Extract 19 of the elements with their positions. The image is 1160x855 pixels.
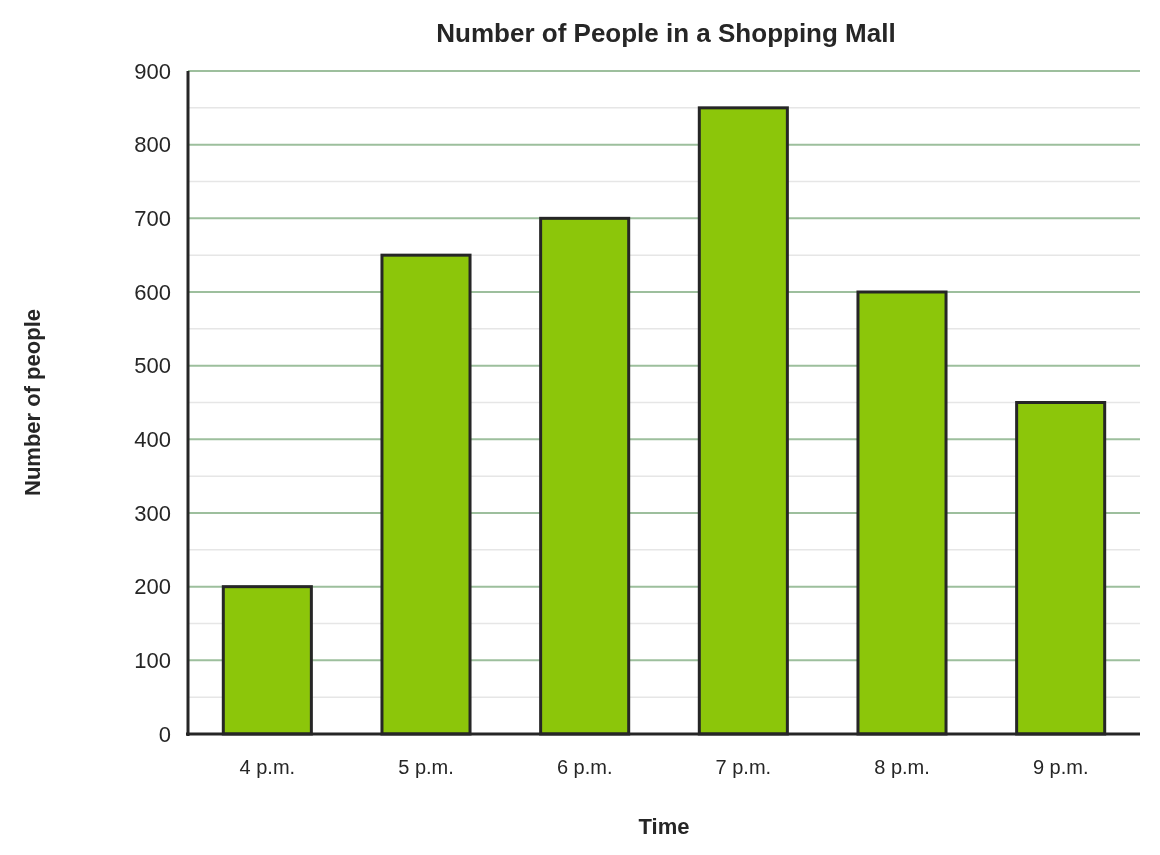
y-axis-title: Number of people — [20, 308, 45, 497]
chart-title: Number of People in a Shopping Mall — [436, 18, 896, 48]
x-tick-label: 5 p.m. — [398, 756, 454, 778]
y-tick-label: 200 — [134, 574, 171, 600]
x-tick-label: 9 p.m. — [1032, 756, 1089, 778]
y-tick-label: 600 — [134, 279, 171, 305]
y-tick-label: 300 — [134, 500, 171, 526]
y-tick-label: 800 — [134, 132, 171, 158]
y-tick-label: 0 — [158, 721, 171, 747]
x-tick-label: 6 p.m. — [556, 756, 613, 778]
x-tick-label: 4 p.m. — [239, 756, 296, 778]
y-tick-label: 900 — [134, 58, 171, 84]
y-tick-label: 100 — [134, 647, 171, 673]
x-tick-label: 7 p.m. — [715, 756, 772, 778]
y-tick-label: 400 — [134, 426, 171, 452]
y-tick-label: 700 — [134, 205, 171, 231]
x-axis-title: Time — [638, 814, 690, 839]
x-tick-label: 8 p.m. — [874, 756, 930, 778]
y-tick-label: 500 — [134, 353, 171, 379]
